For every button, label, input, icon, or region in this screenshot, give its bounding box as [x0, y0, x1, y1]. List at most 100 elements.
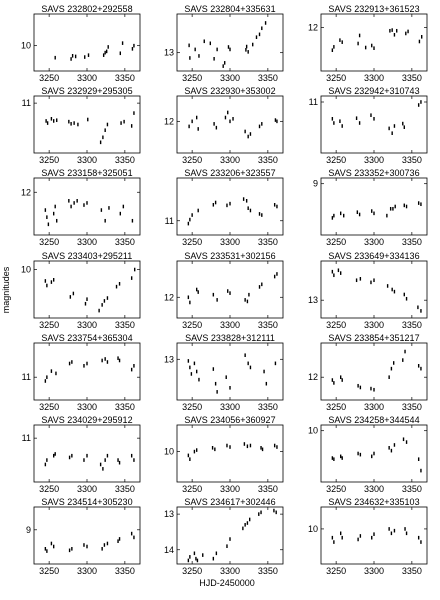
panel-frame — [176, 13, 284, 72]
y-axis-label: magnitudes — [1, 266, 11, 313]
panel-frame — [320, 13, 428, 72]
panel-title: SAVS 234617+302446 — [184, 497, 275, 507]
x-tick-label: 3300 — [77, 402, 97, 412]
panel-title: SAVS 232942+310743 — [328, 86, 419, 96]
panel-title: SAVS 233754+365304 — [41, 333, 132, 343]
panel-title: SAVS 233531+302156 — [184, 251, 275, 261]
panel-title: SAVS 233352+300736 — [328, 168, 419, 178]
panel: SAVS 234258+344544 3250 3300 3350 10 — [308, 415, 428, 494]
panel-title: SAVS 232929+295305 — [41, 86, 132, 96]
x-tick-label: 3350 — [258, 320, 278, 330]
x-tick-label: 3250 — [326, 73, 346, 83]
x-tick-label: 3350 — [258, 566, 278, 576]
panel: SAVS 233158+325051 3250 3300 3350 12 — [21, 168, 141, 247]
y-tick-label: 9 — [313, 179, 318, 189]
x-tick-label: 3350 — [402, 73, 422, 83]
panel-grid: SAVS 232802+292558 3250 3300 3350 10 SAVS 232… — [21, 4, 428, 576]
panel: SAVS 233206+323557 3250 3300 3350 11 — [165, 168, 284, 247]
x-tick-label: 3300 — [77, 237, 97, 247]
panel-title: SAVS 233206+323557 — [184, 168, 275, 178]
panel-frame — [176, 177, 284, 236]
y-tick-label: 13 — [164, 509, 174, 519]
panel: SAVS 232930+353002 3250 3300 3350 12 — [164, 86, 284, 165]
panel-title: SAVS 234029+295912 — [41, 415, 132, 425]
y-tick-label: 12 — [308, 372, 318, 382]
x-tick-label: 3250 — [39, 320, 59, 330]
x-tick-label: 3250 — [182, 237, 202, 247]
panel-title: SAVS 234056+360927 — [184, 415, 275, 425]
panel-frame — [33, 506, 141, 565]
panel-frame — [33, 260, 141, 319]
x-tick-label: 3300 — [220, 566, 240, 576]
panel-frame — [33, 424, 141, 483]
panel-title: SAVS 234514+305230 — [41, 497, 132, 507]
x-tick-label: 3250 — [39, 566, 59, 576]
x-tick-label: 3350 — [115, 566, 135, 576]
x-tick-label: 3250 — [182, 484, 202, 494]
panel-frame — [320, 260, 428, 319]
x-tick-label: 3350 — [258, 237, 278, 247]
panel-title: SAVS 233649+334136 — [328, 251, 419, 261]
x-tick-label: 3300 — [364, 566, 384, 576]
y-tick-label: 12 — [21, 187, 31, 197]
x-tick-label: 3300 — [364, 155, 384, 165]
y-tick-label: 10 — [308, 426, 318, 436]
panel-frame — [176, 506, 284, 565]
panel-frame — [33, 13, 141, 72]
x-tick-label: 3300 — [220, 402, 240, 412]
panel: SAVS 232942+310743 3250 3300 3350 11 — [309, 86, 428, 165]
panel: SAVS 233854+351217 3250 3300 3350 12 — [308, 333, 428, 412]
panel-title: SAVS 233403+295211 — [42, 251, 133, 261]
panel-title: SAVS 234632+335103 — [328, 497, 419, 507]
panel-frame — [33, 177, 141, 236]
x-tick-label: 3250 — [326, 566, 346, 576]
x-tick-label: 3350 — [115, 73, 135, 83]
x-tick-label: 3350 — [115, 237, 135, 247]
x-tick-label: 3300 — [220, 155, 240, 165]
x-tick-label: 3250 — [326, 237, 346, 247]
y-tick-label: 12 — [308, 22, 318, 32]
x-tick-label: 3350 — [258, 73, 278, 83]
panel-frame — [176, 95, 284, 154]
y-tick-label: 11 — [165, 216, 174, 226]
x-tick-label: 3350 — [402, 484, 422, 494]
panel-frame — [176, 424, 284, 483]
panel: SAVS 233531+302156 3250 3300 3350 12 — [164, 251, 284, 330]
x-tick-label: 3250 — [326, 155, 346, 165]
x-tick-label: 3250 — [182, 320, 202, 330]
panel-title: SAVS 233158+325051 — [41, 168, 132, 178]
panel-title: SAVS 232930+353002 — [184, 86, 275, 96]
x-tick-label: 3350 — [258, 484, 278, 494]
x-tick-label: 3300 — [220, 484, 240, 494]
y-tick-label: 12 — [164, 292, 174, 302]
panel: SAVS 232802+292558 3250 3300 3350 10 — [21, 4, 141, 83]
x-tick-label: 3350 — [115, 402, 135, 412]
panel-frame — [176, 342, 284, 401]
panel-title: SAVS 232913+361523 — [328, 4, 419, 14]
panel-title: SAVS 232802+292558 — [41, 4, 132, 14]
y-tick-label: 10 — [21, 41, 31, 51]
x-tick-label: 3300 — [220, 73, 240, 83]
x-tick-label: 3350 — [115, 155, 135, 165]
x-tick-label: 3300 — [77, 73, 97, 83]
panel: SAVS 234514+305230 3250 3300 3350 9 — [26, 497, 141, 576]
x-tick-label: 3350 — [402, 320, 422, 330]
x-tick-label: 3300 — [77, 320, 97, 330]
panel-title: SAVS 232804+335631 — [184, 4, 275, 14]
x-tick-label: 3350 — [115, 484, 135, 494]
x-tick-label: 3250 — [39, 237, 59, 247]
x-tick-label: 3250 — [182, 155, 202, 165]
x-tick-label: 3300 — [364, 484, 384, 494]
x-tick-label: 3250 — [39, 155, 59, 165]
y-tick-label: 14 — [164, 545, 174, 555]
panel: SAVS 232804+335631 3250 3300 3350 13 — [164, 4, 284, 83]
x-tick-label: 3250 — [182, 73, 202, 83]
x-tick-label: 3300 — [77, 566, 97, 576]
y-tick-label: 10 — [308, 524, 318, 534]
x-tick-label: 3350 — [402, 566, 422, 576]
panel: SAVS 233403+295211 3250 3300 3350 10 — [21, 251, 141, 330]
x-tick-label: 3300 — [364, 320, 384, 330]
panel-frame — [33, 95, 141, 154]
y-tick-label: 13 — [164, 354, 174, 364]
